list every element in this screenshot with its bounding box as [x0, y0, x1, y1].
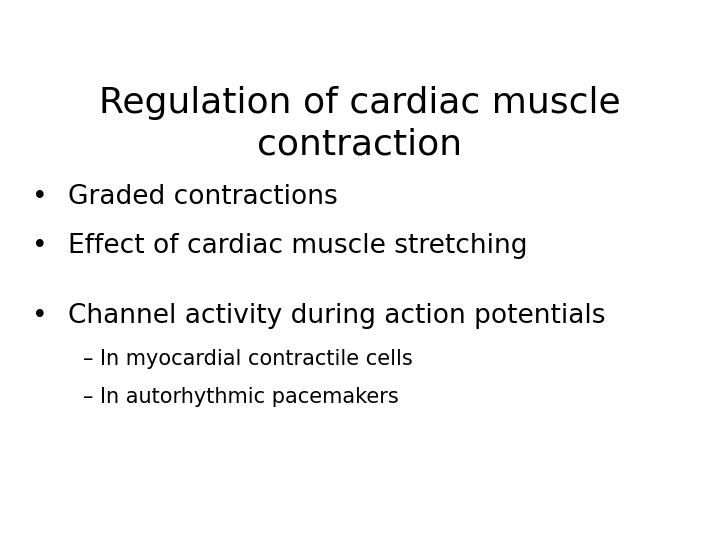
- Text: – In myocardial contractile cells: – In myocardial contractile cells: [83, 349, 413, 369]
- Text: Regulation of cardiac muscle
contraction: Regulation of cardiac muscle contraction: [99, 86, 621, 161]
- Text: – In autorhythmic pacemakers: – In autorhythmic pacemakers: [83, 387, 399, 407]
- Text: Graded contractions: Graded contractions: [68, 184, 338, 210]
- Text: •: •: [32, 303, 48, 329]
- Text: •: •: [32, 184, 48, 210]
- Text: Channel activity during action potentials: Channel activity during action potential…: [68, 303, 606, 329]
- Text: •: •: [32, 233, 48, 259]
- Text: Effect of cardiac muscle stretching: Effect of cardiac muscle stretching: [68, 233, 528, 259]
